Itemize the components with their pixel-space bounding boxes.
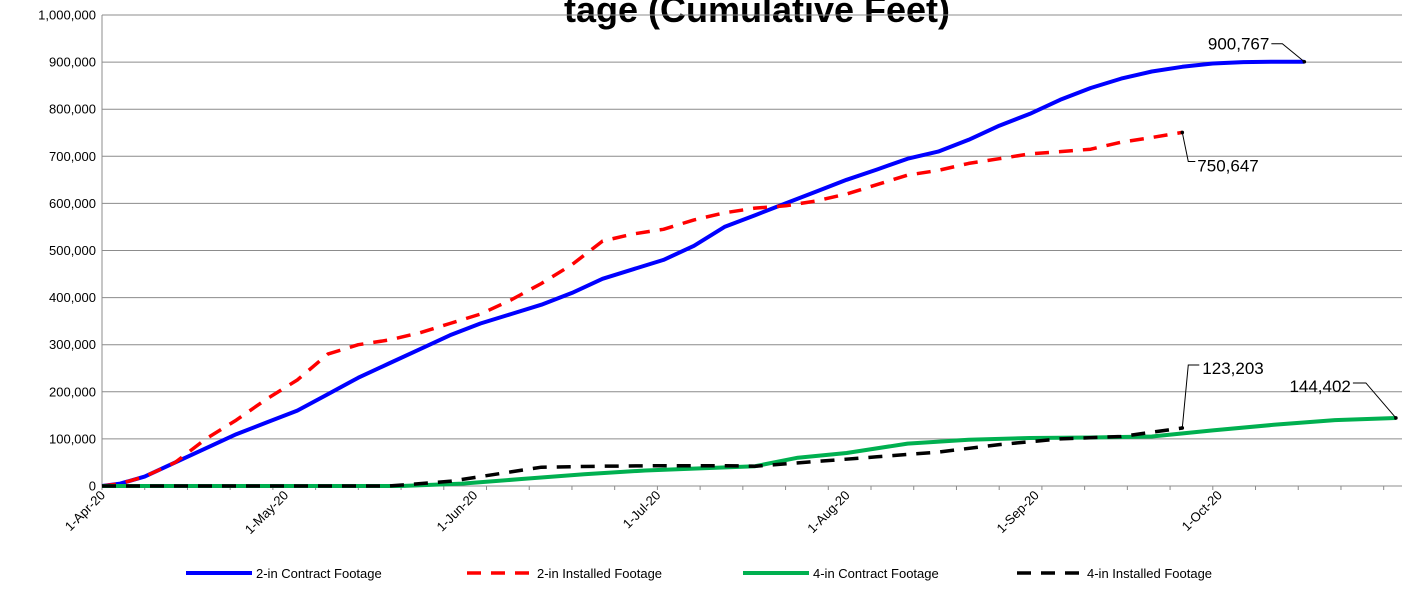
annotation-leader-line xyxy=(1181,364,1200,429)
x-axis xyxy=(101,15,1402,490)
x-tick-label: 1-May-20 xyxy=(242,488,291,537)
x-tick-label: 1-Jul-20 xyxy=(620,488,664,532)
y-axis-tick-labels: 0 100,000 200,000 300,000 400,000 500,000 600,… xyxy=(38,8,96,494)
x-tick-label: 1-Oct-20 xyxy=(1179,488,1225,534)
legend-label: 4-in Contract Footage xyxy=(813,566,939,581)
annotation-point xyxy=(1180,426,1185,430)
legend-label: 4-in Installed Footage xyxy=(1087,566,1212,581)
y-tick-label: 0 xyxy=(89,479,96,494)
series-line xyxy=(102,426,1183,488)
x-tick-label: 1-Aug-20 xyxy=(804,488,852,536)
grid-lines xyxy=(102,14,1402,487)
y-tick-label: 600,000 xyxy=(49,196,96,211)
y-tick-label: 400,000 xyxy=(49,290,96,305)
x-tick-label: 1-Sep-20 xyxy=(993,488,1041,536)
annotation-point xyxy=(1180,130,1185,135)
y-tick-label: 100,000 xyxy=(49,431,96,446)
annotation-point xyxy=(1302,59,1307,64)
annotation-label: 144,402 xyxy=(1289,377,1350,396)
series-lines xyxy=(101,59,1396,488)
legend-label: 2-in Contract Footage xyxy=(256,566,382,581)
annotation-label: 750,647 xyxy=(1197,156,1258,175)
y-tick-label: 300,000 xyxy=(49,337,96,352)
legend: 2-in Contract Footage 2-in Installed Foot… xyxy=(186,566,1212,581)
series-line xyxy=(101,130,1183,488)
annotation-leader-line xyxy=(1271,43,1305,63)
x-tick-label: 1-Apr-20 xyxy=(62,488,108,534)
y-tick-label: 1,000,000 xyxy=(38,8,96,23)
annotation-leader-line xyxy=(1352,382,1397,419)
annotation-label: 123,203 xyxy=(1202,359,1263,378)
series-line xyxy=(102,416,1396,488)
series-line xyxy=(101,59,1305,488)
annotation-leader-line xyxy=(1181,132,1196,162)
y-tick-label: 800,000 xyxy=(49,102,96,117)
y-tick-label: 500,000 xyxy=(49,243,96,258)
x-axis-tick-labels: 1-Apr-20 1-May-20 1-Jun-20 1-Jul-20 1-Aug-20… xyxy=(62,488,1225,537)
x-tick-label: 1-Jun-20 xyxy=(434,488,481,535)
data-annotations: 900,767 750,647 123,203 144,402 xyxy=(1180,35,1398,430)
annotation-point xyxy=(1394,416,1398,420)
y-tick-label: 200,000 xyxy=(49,384,96,399)
y-tick-label: 900,000 xyxy=(49,55,96,70)
y-tick-label: 700,000 xyxy=(49,149,96,164)
annotation-label: 900,767 xyxy=(1208,35,1269,54)
legend-label: 2-in Installed Footage xyxy=(537,566,662,581)
